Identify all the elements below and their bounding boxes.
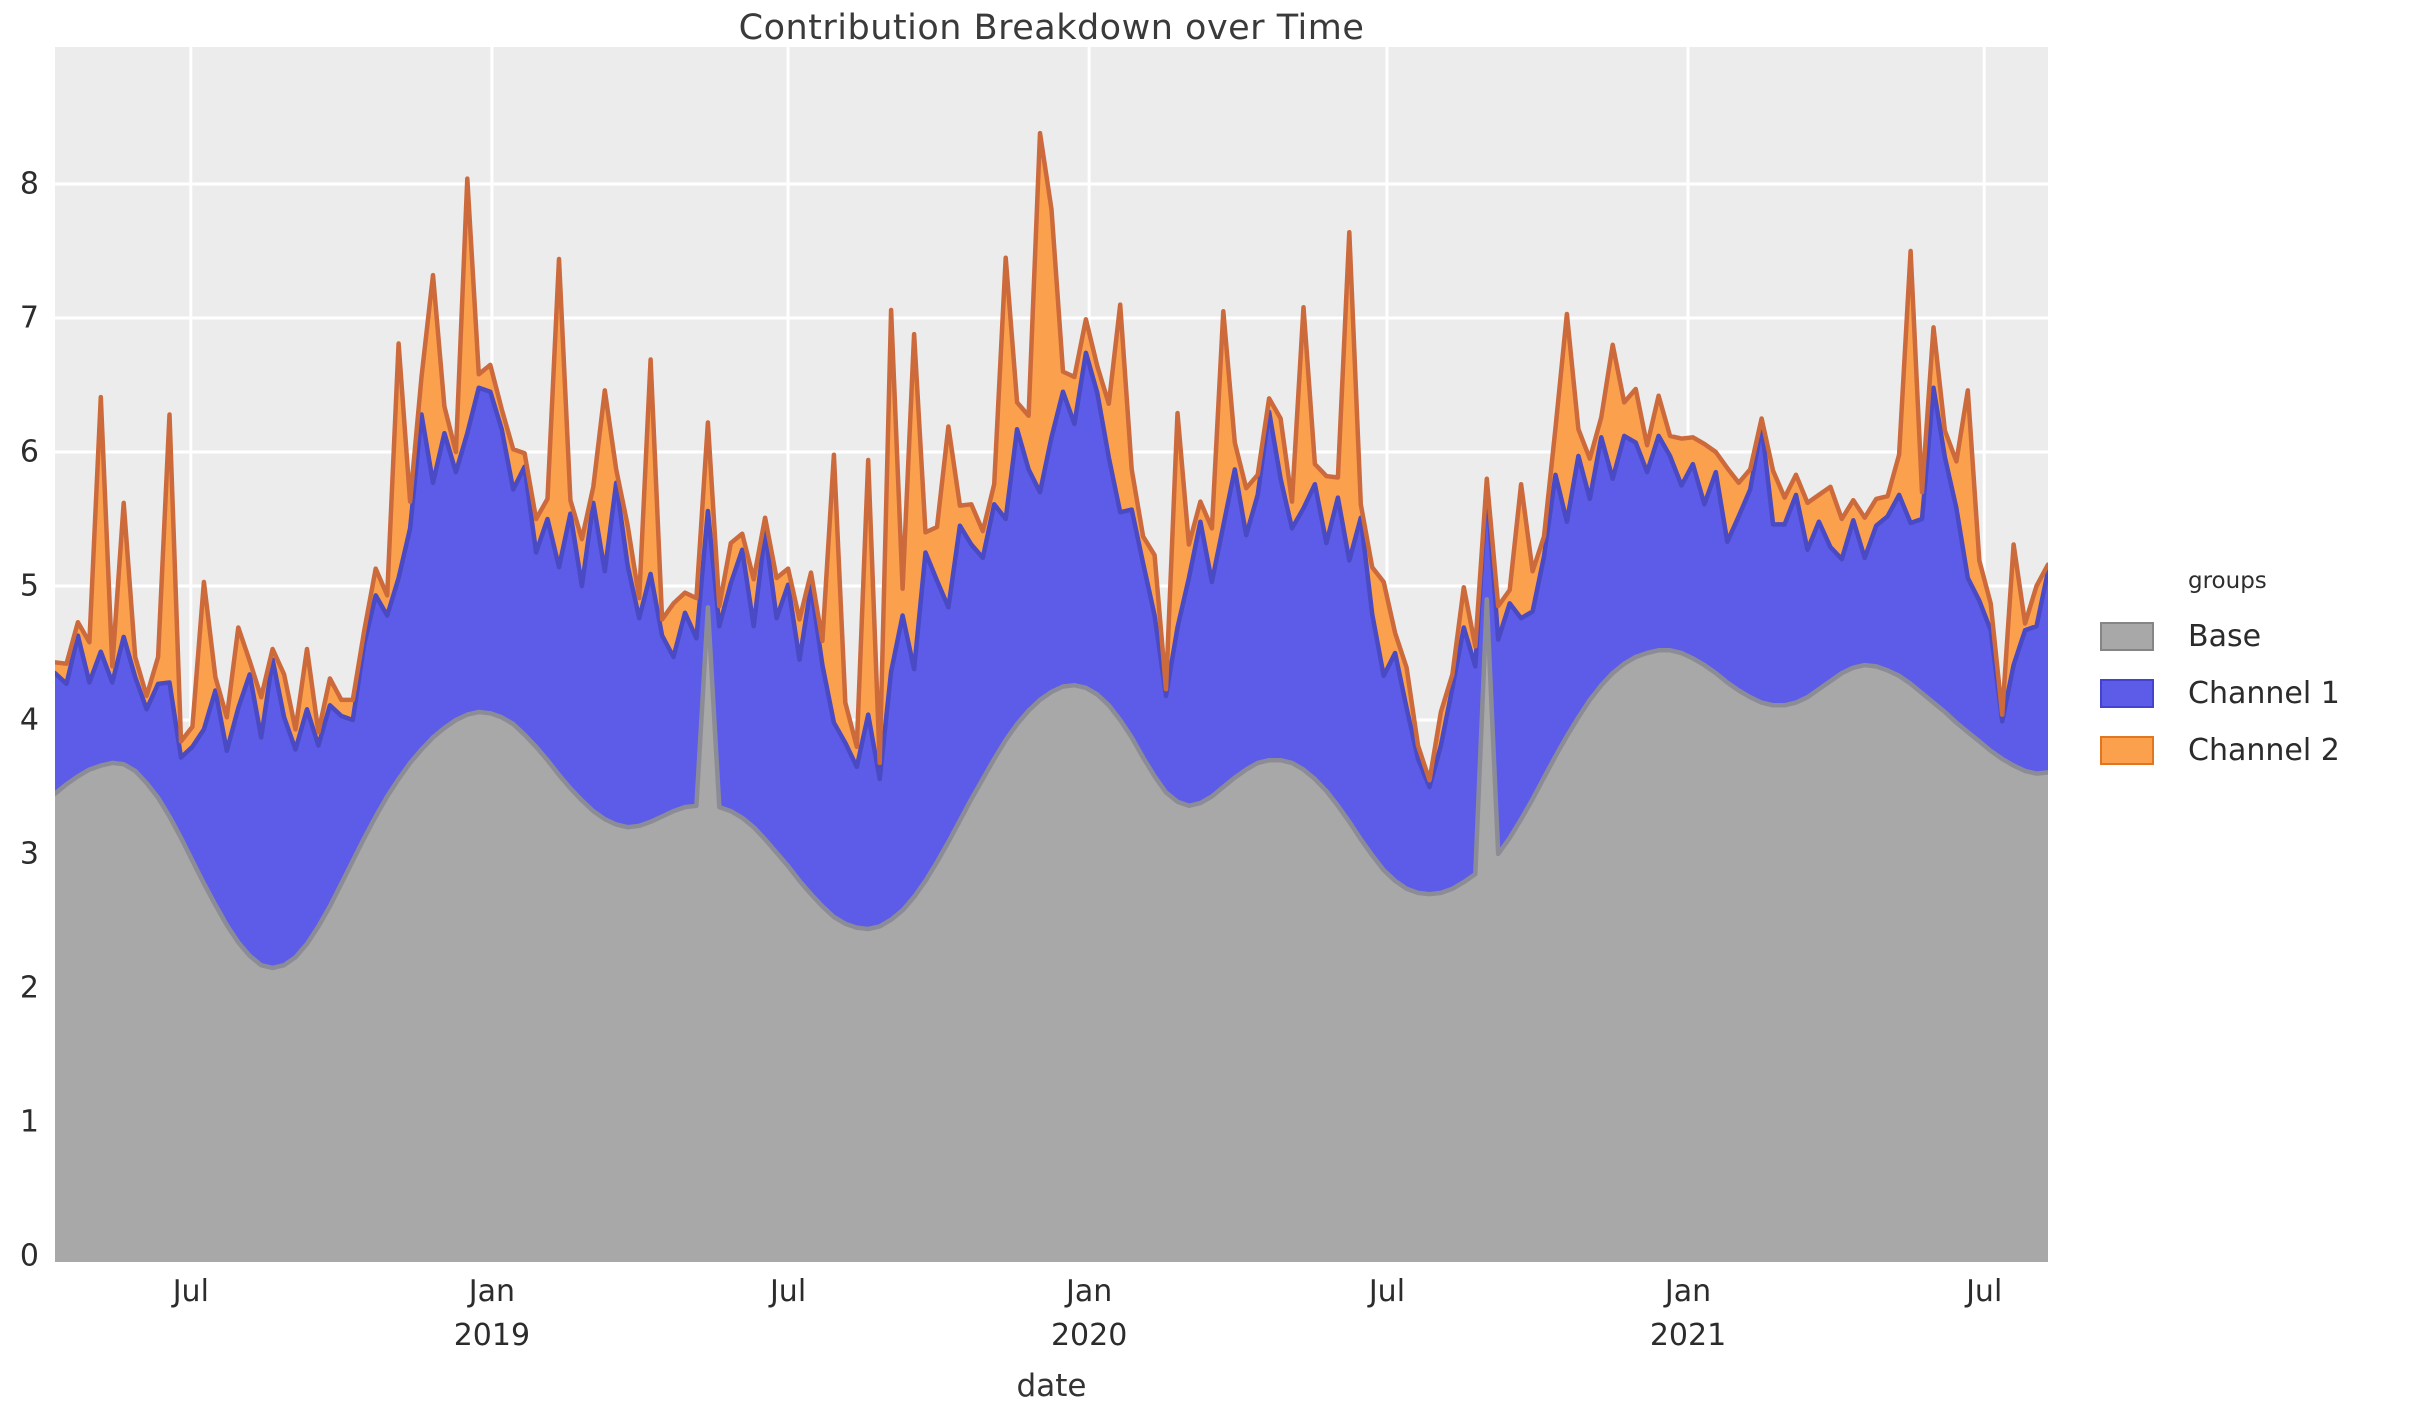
legend-swatch (2100, 679, 2154, 708)
legend-item-base: Base (2100, 608, 2340, 665)
y-tick-label: 6 (20, 435, 39, 470)
x-tick-label: Jul (1964, 1274, 2002, 1309)
x-tick-label: Jan (1663, 1274, 1711, 1309)
y-tick-label: 0 (20, 1239, 39, 1274)
y-tick-label: 2 (20, 971, 39, 1006)
line-channel-1-top (55, 350, 2048, 790)
legend-swatch (2100, 622, 2154, 651)
legend-title: groups (2188, 568, 2267, 594)
x-tick-label: Jan (467, 1274, 515, 1309)
chart-title: Contribution Breakdown over Time (738, 8, 1365, 48)
line-base-top (55, 597, 2048, 971)
x-tick-label: Jul (171, 1274, 209, 1309)
y-tick-label: 7 (20, 301, 39, 336)
legend-label: Base (2188, 619, 2262, 654)
x-tick-year-label: 2020 (1051, 1318, 1127, 1353)
x-tick-label: Jul (768, 1274, 806, 1309)
x-tick-year-label: 2021 (1650, 1318, 1726, 1353)
y-tick-label: 4 (20, 703, 39, 738)
legend-item-channel-2: Channel 2 (2100, 722, 2340, 779)
area-base (55, 599, 2048, 1262)
x-tick-year-label: 2019 (454, 1318, 530, 1353)
legend-swatch (2100, 736, 2154, 765)
y-tick-label: 5 (20, 569, 39, 604)
legend: groups Base Channel 1 Channel 2 (2100, 568, 2340, 779)
line-channel-2-top (55, 130, 2048, 783)
y-tick-label: 1 (20, 1105, 39, 1140)
x-tick-label: Jul (1367, 1274, 1405, 1309)
legend-item-channel-1: Channel 1 (2100, 665, 2340, 722)
x-axis-title: date (1016, 1368, 1087, 1404)
legend-label: Channel 2 (2188, 733, 2340, 768)
x-tick-label: Jan (1064, 1274, 1112, 1309)
y-tick-label: 3 (20, 837, 39, 872)
y-tick-label: 8 (20, 167, 39, 202)
legend-label: Channel 1 (2188, 676, 2340, 711)
